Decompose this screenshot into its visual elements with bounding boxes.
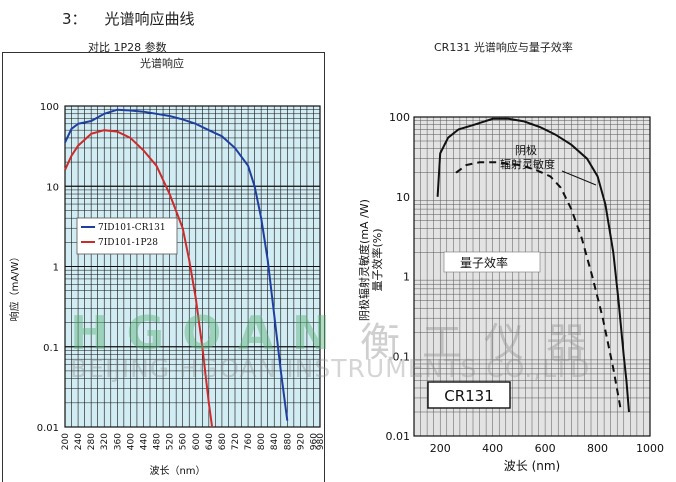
left-x-tick-label: 440 — [139, 433, 149, 450]
left-x-tick-label: 520 — [166, 433, 176, 450]
left-x-tick-label: 840 — [270, 433, 280, 450]
right-chart-title: CR131 光谱响应与量子效率 — [434, 41, 573, 54]
right-series-label: CR131 — [444, 387, 494, 405]
right-y-tick-label: 10 — [396, 191, 410, 204]
left-x-tick-label: 980 — [316, 433, 326, 450]
left-x-tick-label: 320 — [100, 433, 110, 450]
left-x-tick-label: 760 — [244, 433, 254, 450]
left-y-axis-label: 响应（mA/W） — [8, 252, 21, 322]
left-x-tick-label: 920 — [296, 433, 306, 450]
right-plot-border — [413, 116, 651, 437]
left-y-tick-label: 0.01 — [37, 423, 59, 434]
left-legend-label: 7ID101-1P28 — [98, 238, 158, 248]
left-x-tick-label: 480 — [153, 433, 163, 450]
right-annotation-qe: 量子效率 — [460, 255, 508, 270]
right-annotation-cathode-line: 辐射灵敏度 — [500, 157, 555, 171]
right-x-tick-label: 200 — [430, 442, 451, 455]
left-plot-border — [64, 105, 321, 428]
left-legend-box — [76, 217, 178, 255]
left-legend-label: 7ID101-CR131 — [98, 223, 166, 233]
right-x-tick-label: 800 — [587, 442, 608, 455]
left-x-tick-label: 960 — [309, 433, 319, 450]
left-x-tick-label: 640 — [205, 433, 215, 450]
left-x-axis-label: 波长（nm） — [149, 464, 205, 477]
right-annotation-cathode-leader — [561, 170, 597, 186]
left-y-tick-label: 0.1 — [43, 343, 59, 354]
frame-line-top — [2, 52, 325, 53]
left-x-tick-label: 800 — [257, 433, 267, 450]
right-y-tick-label: 0.1 — [393, 350, 411, 363]
right-y-tick-label: 0.01 — [386, 430, 411, 443]
left-x-tick-label: 720 — [231, 433, 241, 450]
left-x-tick-label: 200 — [61, 433, 71, 450]
right-x-tick-label: 600 — [535, 442, 556, 455]
right-series-line-0 — [436, 117, 630, 413]
right-series-line-1 — [455, 161, 623, 413]
right-y-axis-label-line: 量子效率(%) — [370, 228, 384, 291]
left-chart-title: 对比 1P28 参数 — [88, 41, 167, 54]
right-y-tick-label: 100 — [389, 111, 410, 124]
right-y-tick-label: 1 — [403, 271, 410, 284]
right-x-axis-label: 波长 (nm) — [504, 459, 560, 473]
right-series-label-box — [427, 381, 511, 409]
right-y-axis-label: 阴极辐射灵敏度(mA /W)量子效率(%) — [357, 199, 384, 321]
left-x-tick-label: 680 — [218, 433, 228, 450]
section-number: 3： — [62, 10, 87, 28]
left-x-tick-label: 600 — [192, 433, 202, 450]
left-series-line-0 — [64, 108, 289, 421]
section-title: 光谱响应曲线 — [104, 10, 195, 28]
left-chart-subtitle: 光谱响应 — [140, 57, 184, 70]
left-x-tick-label: 360 — [113, 433, 123, 450]
left-x-tick-label: 560 — [179, 433, 189, 450]
frame-line-middle — [324, 52, 325, 482]
right-x-tick-label: 400 — [482, 442, 503, 455]
left-series-line-1 — [64, 129, 214, 428]
right-x-tick-label: 1000 — [636, 442, 664, 455]
left-x-tick-label: 880 — [283, 433, 293, 450]
right-y-axis-label-line: 阴极辐射灵敏度(mA /W) — [357, 199, 371, 321]
left-y-tick-label: 10 — [46, 182, 59, 193]
left-y-tick-label: 100 — [40, 102, 59, 113]
left-x-tick-label: 400 — [126, 433, 136, 450]
section-heading: 3： 光谱响应曲线 — [62, 8, 195, 29]
left-x-tick-label: 280 — [87, 433, 97, 450]
left-x-tick-label: 240 — [74, 433, 84, 450]
right-annotation-cathode-line: 阴极 — [515, 143, 537, 157]
left-y-tick-label: 1 — [53, 263, 59, 274]
right-annotation-cathode: 阴极辐射灵敏度 — [500, 143, 555, 171]
frame-line-left — [2, 52, 3, 482]
right-annotation-qe-box — [443, 251, 541, 273]
